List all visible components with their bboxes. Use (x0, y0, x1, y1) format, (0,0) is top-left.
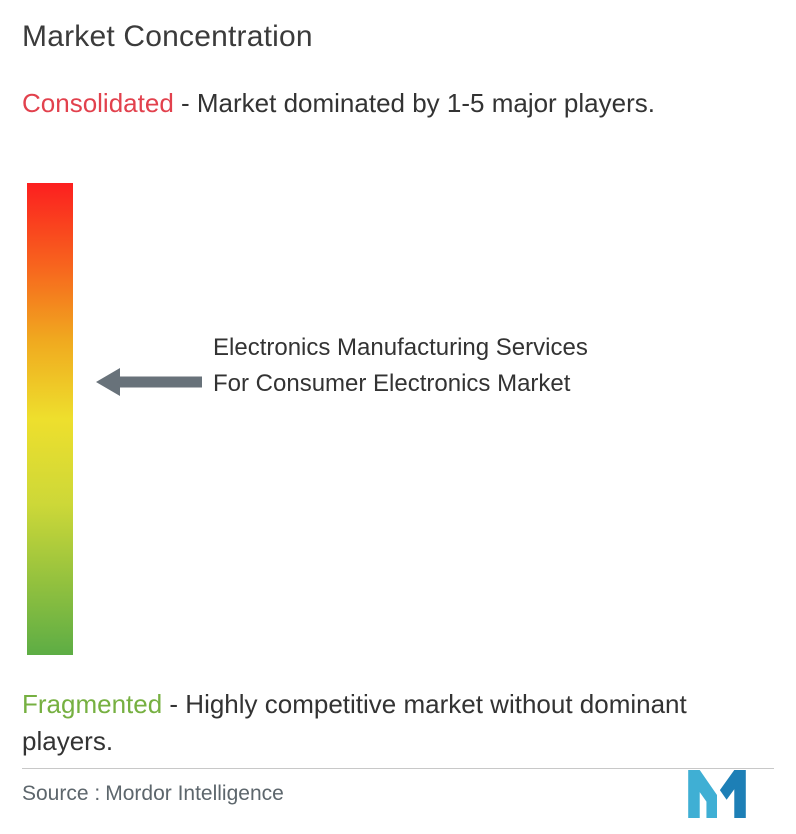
page-title: Market Concentration (22, 20, 313, 53)
consolidated-text: Consolidated - Market dominated by 1-5 m… (22, 85, 682, 122)
source-attribution: Source : Mordor Intelligence (22, 782, 289, 806)
left-arrow-icon (96, 368, 202, 396)
footer-divider (22, 768, 774, 769)
consolidated-label: Consolidated (22, 88, 174, 118)
concentration-gradient-bar (27, 183, 73, 655)
fragmented-text: Fragmented - Highly competitive market w… (22, 686, 722, 760)
fragmented-description: - Highly competitive market without domi… (22, 689, 687, 756)
source-value: Mordor Intelligence (105, 782, 284, 805)
source-label: Source : (22, 782, 101, 805)
market-name-label: Electronics Manufacturing Services For C… (213, 334, 588, 397)
mordor-intelligence-logo (688, 770, 746, 818)
consolidated-description: - Market dominated by 1-5 major players. (173, 88, 655, 118)
fragmented-label: Fragmented (22, 689, 163, 719)
